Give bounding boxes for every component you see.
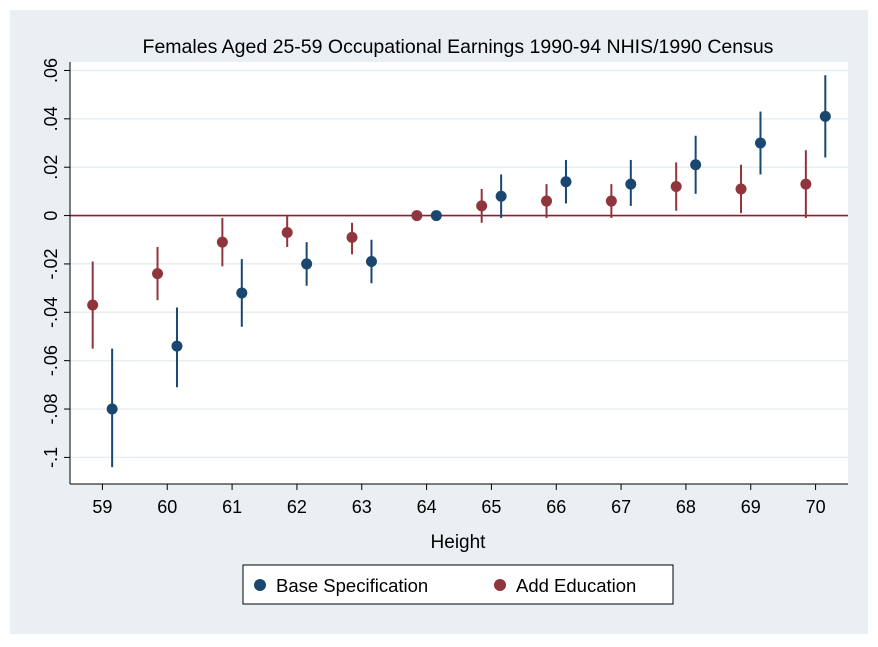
x-tick-label: 63: [352, 497, 372, 517]
y-tick-label: .02: [41, 155, 61, 180]
x-tick-label: 70: [806, 497, 826, 517]
series-add-education: [87, 150, 812, 349]
axes: [69, 62, 848, 485]
y-tick-label: -.02: [41, 248, 61, 279]
data-point: [605, 195, 617, 207]
data-point: [281, 226, 293, 238]
data-point: [541, 195, 553, 207]
plot-area: [70, 62, 848, 484]
data-point: [87, 299, 99, 311]
data-point: [800, 178, 812, 190]
data-point: [735, 183, 747, 195]
x-tick-label: 69: [741, 497, 761, 517]
x-tick-label: 60: [157, 497, 177, 517]
y-tick-label: -.08: [41, 394, 61, 425]
y-tick-label: -.1: [41, 447, 61, 468]
legend: Base Specification Add Education: [242, 564, 674, 605]
data-point: [625, 178, 637, 190]
x-axis-title: Height: [431, 532, 487, 553]
series-base-specification: [106, 75, 831, 468]
data-point: [495, 190, 507, 202]
x-tick-label: 61: [222, 497, 242, 517]
y-tick-label: -.06: [41, 345, 61, 376]
data-point: [476, 200, 488, 212]
data-point: [171, 340, 183, 352]
x-tick-label: 64: [417, 497, 437, 517]
x-tick-label: 66: [546, 497, 566, 517]
x-tick-label: 68: [676, 497, 696, 517]
data-point: [560, 176, 572, 188]
chart-title: Females Aged 25-59 Occupational Earnings…: [143, 36, 774, 58]
data-point: [690, 159, 702, 171]
data-point: [346, 231, 358, 243]
data-point: [152, 268, 164, 280]
x-axis-ticks: 59 60 61 62 63 64 65 66 67 68 69 70: [92, 484, 826, 517]
x-tick-label: 67: [611, 497, 631, 517]
legend-marker-base-specification: [254, 579, 266, 591]
x-tick-label: 59: [92, 497, 112, 517]
data-point: [365, 256, 377, 268]
y-tick-label: 0: [41, 211, 61, 221]
y-axis-ticks: .06 .04 .02 0 -.02 -.04 -.06 -.08 -.1: [41, 58, 70, 468]
data-point: [819, 110, 831, 122]
data-point: [754, 137, 766, 149]
y-tick-label: -.04: [41, 297, 61, 328]
data-point: [301, 258, 313, 270]
data-marks: [87, 75, 831, 468]
data-point: [670, 181, 682, 193]
y-tick-label: .06: [41, 58, 61, 83]
legend-label-add-education: Add Education: [516, 575, 636, 596]
data-point: [411, 210, 423, 222]
data-point: [236, 287, 248, 299]
y-tick-label: .04: [41, 106, 61, 131]
data-point: [106, 403, 118, 415]
data-point: [430, 210, 442, 222]
legend-marker-add-education: [494, 579, 506, 591]
legend-box: [242, 564, 674, 605]
legend-label-base-specification: Base Specification: [276, 575, 428, 596]
x-tick-label: 62: [287, 497, 307, 517]
x-tick-label: 65: [481, 497, 501, 517]
data-point: [216, 236, 228, 248]
